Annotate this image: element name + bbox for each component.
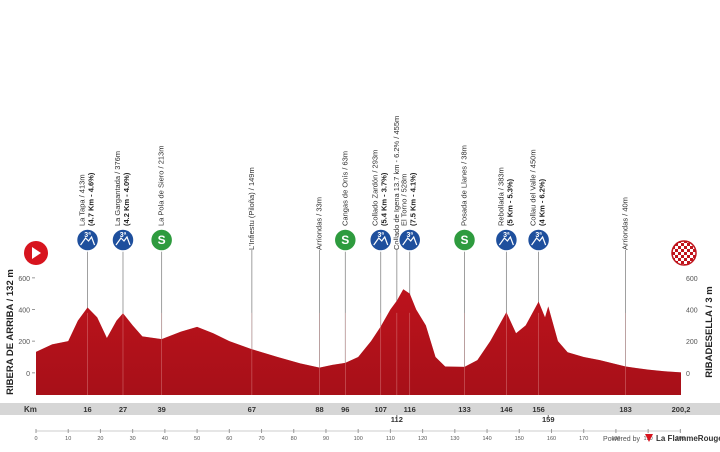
km-mark: 112 [391, 415, 403, 424]
waypoint-detail: (4.2 Km - 4.0%) [122, 172, 131, 226]
finish-label: RIBADESELLA / 3 m [704, 286, 715, 378]
sprint-icon [333, 228, 358, 252]
waypoint-label: L'Infiestu (Piloña) / 149m [247, 167, 256, 250]
kom-mountain [498, 235, 514, 246]
icon-text: 3ª [377, 232, 384, 239]
y-tick-label: 0 [26, 371, 30, 378]
y-tick-label-right: 600 [686, 276, 698, 283]
waypoint-label: Collado de Igena 13.7 km - 6.2% / 455m [392, 116, 401, 250]
y-tick-label: 200 [18, 339, 30, 346]
km-mark: 146 [500, 405, 513, 414]
km-mark: 156 [532, 405, 545, 414]
waypoint-label: Collau del Valle / 450m [529, 149, 538, 226]
waypoint-detail: (5.4 Km - 3.7%) [380, 172, 389, 226]
waypoint-label: Arriondas / 33m [315, 197, 324, 250]
x-tick-label: 0 [34, 436, 37, 442]
km-mark: 96 [341, 405, 349, 414]
waypoint-label: La Tapa / 413m [78, 174, 87, 226]
kom-mountain [402, 235, 418, 246]
icon-text: S [460, 233, 468, 247]
km-mark: 159 [542, 415, 555, 424]
waypoint-label: La Gargantada / 376m [113, 151, 122, 226]
waypoint-label: Rebollada / 383m [496, 167, 505, 226]
x-tick-label: 60 [226, 436, 232, 442]
km-mark: 116 [404, 405, 416, 414]
x-tick-label: 100 [354, 436, 363, 442]
y-tick-label-right: 200 [686, 339, 698, 346]
start-label: RIBERA DE ARRIBA / 132 m [5, 269, 16, 395]
y-tick-label-right: 0 [686, 371, 690, 378]
waypoint-label: El Torno / 528m [400, 174, 409, 226]
x-tick-label: 10 [65, 436, 71, 442]
icon-text: S [158, 233, 166, 247]
kom-mountain [373, 235, 389, 246]
x-tick-label: 170 [579, 436, 588, 442]
icon-text: 3ª [535, 232, 542, 239]
x-tick-label: 130 [450, 436, 459, 442]
icon-text: 3ª [120, 232, 127, 239]
x-tick-label: 140 [482, 436, 491, 442]
x-tick-label: 200 [676, 436, 685, 442]
waypoint-label: La Pola de Siero / 213m [157, 146, 166, 226]
km-mark: 88 [315, 405, 323, 414]
waypoint-detail: (4.7 Km - 4.6%) [87, 172, 96, 226]
profile-shade [36, 289, 681, 395]
powered-by: Powered by [603, 436, 640, 443]
x-tick-label: 70 [258, 436, 264, 442]
waypoint-detail: (7.5 Km - 4.1%) [409, 172, 418, 226]
sprint-icon [149, 228, 174, 252]
waypoint-detail: (4 Km - 6.2%) [538, 178, 547, 226]
y-tick-label: 400 [18, 308, 30, 315]
x-tick-label: 40 [162, 436, 168, 442]
kom-mountain [531, 235, 547, 246]
waypoint-label: Posada de Llanes / 38m [459, 145, 468, 226]
x-tick-label: 120 [418, 436, 427, 442]
brand: La FlammeRouge [656, 434, 720, 443]
x-tick-label: 160 [547, 436, 556, 442]
icon-text: 3ª [503, 232, 510, 239]
x-tick-label: 180 [611, 436, 620, 442]
icon-text: 3ª [406, 232, 413, 239]
waypoint-label: Collado Zardón / 293m [371, 150, 380, 226]
km-title: Km [24, 405, 37, 414]
start-arrow [32, 247, 41, 259]
kom-mountain [115, 235, 131, 246]
brand-logo [645, 434, 653, 442]
km-mark: 16 [83, 405, 91, 414]
km-mark: 200,2 [672, 405, 691, 414]
km-mark: 27 [119, 405, 127, 414]
x-tick-label: 50 [194, 436, 200, 442]
waypoint-detail: (5 Km - 5.3%) [505, 178, 514, 226]
x-tick-label: 20 [97, 436, 103, 442]
x-tick-label: 150 [515, 436, 524, 442]
y-tick-label-right: 400 [686, 308, 698, 315]
icon-text: 3ª [84, 232, 91, 239]
km-band [0, 403, 720, 415]
finish-icon [671, 240, 697, 266]
x-tick-label: 110 [386, 436, 395, 442]
km-mark: 39 [157, 405, 165, 414]
waypoint-label: Arriondas / 40m [621, 197, 630, 250]
icon-text: S [341, 233, 349, 247]
km-mark: 183 [619, 405, 632, 414]
waypoint-label: Cangas de Onís / 63m [340, 151, 349, 226]
x-tick-label: 30 [130, 436, 136, 442]
km-mark: 107 [374, 405, 387, 414]
y-tick-label: 600 [18, 276, 30, 283]
sprint-icon [452, 228, 477, 252]
km-mark: 67 [248, 405, 256, 414]
x-tick-label: 90 [323, 436, 329, 442]
km-mark: 133 [458, 405, 471, 414]
x-tick-label: 80 [291, 436, 297, 442]
kom-mountain [80, 235, 96, 246]
